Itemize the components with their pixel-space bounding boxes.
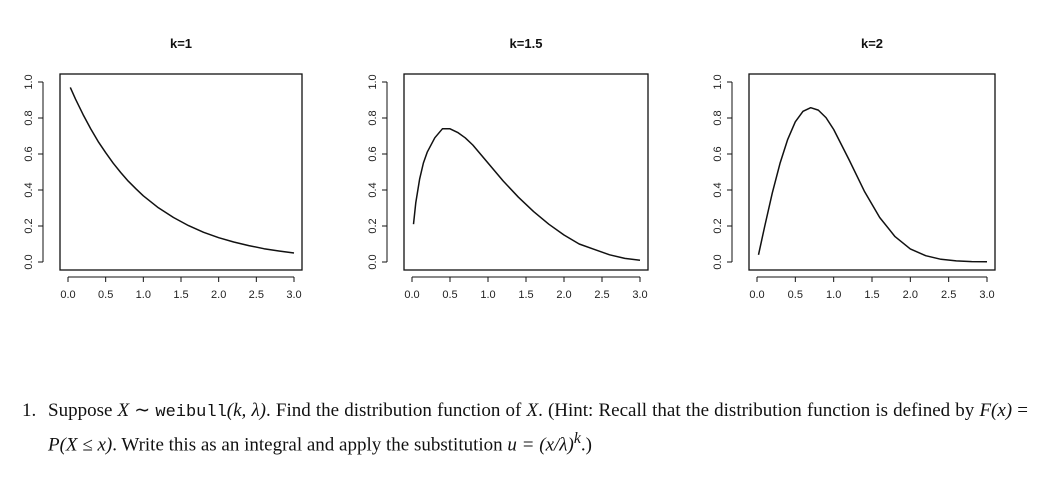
x-tick-label: 0.5: [788, 289, 803, 301]
x-tick-label: 1.0: [480, 289, 495, 301]
x-tick-label: 0.0: [60, 289, 75, 301]
x-tick-label: 3.0: [979, 289, 994, 301]
y-tick-label: 0.8: [712, 110, 724, 125]
x-tick-label: 2.5: [594, 289, 609, 301]
x-tick-label: 0.5: [98, 289, 113, 301]
x-tick-label: 0.0: [404, 289, 419, 301]
y-tick-label: 0.4: [367, 182, 379, 197]
y-tick-label: 1.0: [712, 74, 724, 89]
x-tick-label: 1.5: [173, 289, 188, 301]
y-tick-label: 0.4: [712, 182, 724, 197]
y-tick-label: 0.0: [23, 254, 35, 269]
x-tick-label: 3.0: [632, 289, 647, 301]
x-tick-label: 2.0: [556, 289, 571, 301]
density-curve: [412, 128, 641, 261]
problem-number: 1.: [22, 400, 37, 421]
x-tick-label: 1.5: [864, 289, 879, 301]
x-tick-label: 2.0: [903, 289, 918, 301]
plot-frame: [59, 73, 303, 271]
x-tick-label: 0.5: [442, 289, 457, 301]
x-tick-label: 3.0: [286, 289, 301, 301]
y-tick-label: 0.0: [712, 254, 724, 269]
substitution-expression: u = (x/λ): [507, 434, 574, 456]
chart-title: k=2: [861, 36, 883, 51]
x-tick-label: 2.5: [249, 289, 264, 301]
distribution-name: weibull: [155, 403, 227, 422]
x-tick-label: 1.5: [518, 289, 533, 301]
x-tick-label: 1.0: [136, 289, 151, 301]
x-tick-label: 2.0: [211, 289, 226, 301]
density-curve: [69, 87, 295, 254]
y-tick-label: 0.2: [712, 218, 724, 233]
density-curve: [757, 106, 988, 263]
y-tick-label: 0.8: [23, 110, 35, 125]
y-tick-label: 0.8: [367, 110, 379, 125]
probability-expression: P(X ≤ x): [48, 434, 113, 456]
y-tick-label: 0.6: [712, 146, 724, 161]
problem-text: Suppose X ∼ weibull(k, λ). Find the dist…: [48, 400, 1028, 456]
y-tick-label: 0.4: [23, 182, 35, 197]
y-tick-label: 0.6: [367, 146, 379, 161]
y-tick-label: 0.2: [367, 218, 379, 233]
plot-frame: [748, 73, 996, 271]
x-tick-label: 2.5: [941, 289, 956, 301]
chart-panel-3: k=2 0.0 0.5 1.0 1.5 2.0 2.5 3.0 0.0 0.2 0.4 0.6 0.8 1…: [712, 36, 996, 301]
chart-panel-2: k=1.5 0.0 0.5 1.0 1.5 2.0 2.5 3.0 0.0 0.2 0.4 0.6 0.…: [367, 36, 649, 301]
y-tick-label: 0.2: [23, 218, 35, 233]
x-tick-label: 1.0: [826, 289, 841, 301]
cdf-expression: F(x): [979, 400, 1013, 421]
problem-1: 1. Suppose X ∼ weibull(k, λ). Find the d…: [22, 398, 1028, 458]
weibull-density-figure: k=1 0.0 0.5 1.0 1.5 2.0 2.5 3.0 0.0 0.2 0.4 0.6 0.8 1…: [23, 36, 996, 301]
y-tick-label: 0.6: [23, 146, 35, 161]
y-tick-label: 1.0: [367, 74, 379, 89]
chart-panel-1: k=1 0.0 0.5 1.0 1.5 2.0 2.5 3.0 0.0 0.2 0.4 0.6 0.8 1…: [23, 36, 303, 301]
y-tick-label: 1.0: [23, 74, 35, 89]
chart-title: k=1.5: [510, 36, 543, 51]
y-tick-label: 0.0: [367, 254, 379, 269]
plot-frame: [403, 73, 649, 271]
x-tick-label: 0.0: [749, 289, 764, 301]
chart-title: k=1: [170, 36, 192, 51]
